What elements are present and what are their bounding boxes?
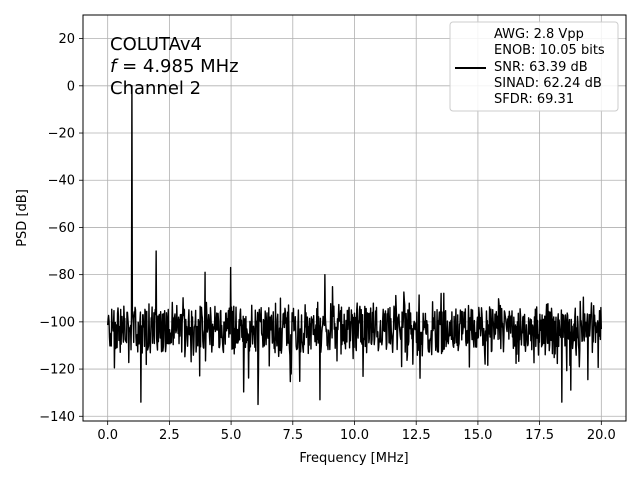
annotation-line-2: f = 4.985 MHz [110, 56, 239, 77]
psd-trace [106, 85, 603, 406]
x-tick-label: 7.5 [282, 428, 303, 443]
legend-text-sfdr: SFDR: 69.31 [494, 92, 574, 107]
x-tick-label: 2.5 [159, 428, 180, 443]
x-tick-label: 20.0 [587, 428, 616, 443]
x-tick-label: 0.0 [97, 428, 118, 443]
y-tick-label: −120 [39, 363, 75, 378]
y-tick-label: −20 [48, 127, 75, 142]
y-tick-label: 20 [58, 32, 75, 47]
x-tick-label: 5.0 [221, 428, 242, 443]
y-tick-label: 0 [67, 79, 75, 94]
annotation-frequency: = 4.985 MHz [116, 56, 238, 77]
x-tick-label: 15.0 [463, 428, 492, 443]
legend: AWG: 2.8 Vpp ENOB: 10.05 bits SNR: 63.39… [449, 21, 619, 112]
chart-annotation: COLUTAv4 f = 4.985 MHz Channel 2 [110, 34, 239, 99]
x-axis-label: Frequency [MHz] [299, 451, 408, 466]
legend-text-awg: AWG: 2.8 Vpp [494, 27, 584, 42]
x-axis-ticks: 0.0 2.5 5.0 7.5 10.0 12.5 15.0 17.5 20.0 [97, 421, 616, 443]
y-tick-label: −40 [48, 174, 75, 189]
annotation-line-1: COLUTAv4 [110, 34, 202, 55]
y-tick-label: −140 [39, 410, 75, 425]
legend-text-snr: SNR: 63.39 dB [494, 60, 588, 75]
y-tick-label: −60 [48, 221, 75, 236]
x-tick-label: 17.5 [525, 428, 554, 443]
annotation-variable: f [110, 56, 119, 77]
legend-box [449, 21, 619, 112]
x-tick-label: 10.0 [340, 428, 369, 443]
y-axis-ticks: −140 −120 −100 −80 −60 −40 −20 0 20 [39, 32, 83, 425]
legend-text-sinad: SINAD: 62.24 dB [494, 76, 602, 91]
y-tick-label: −100 [39, 315, 75, 330]
annotation-line-3: Channel 2 [110, 78, 201, 99]
y-axis-label: PSD [dB] [15, 189, 30, 247]
legend-text-enob: ENOB: 10.05 bits [494, 43, 605, 58]
y-tick-label: −80 [48, 268, 75, 283]
psd-line [106, 85, 603, 406]
x-tick-label: 12.5 [402, 428, 431, 443]
